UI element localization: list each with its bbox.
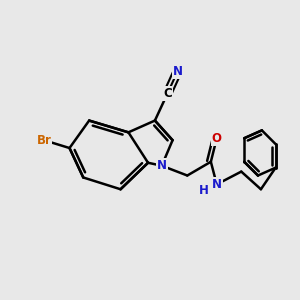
Text: H: H	[199, 184, 208, 197]
Text: N: N	[172, 65, 182, 78]
Text: O: O	[212, 132, 222, 145]
Text: N: N	[157, 159, 167, 172]
Text: Br: Br	[37, 134, 51, 147]
Text: N: N	[212, 178, 222, 191]
Text: C: C	[163, 87, 172, 100]
